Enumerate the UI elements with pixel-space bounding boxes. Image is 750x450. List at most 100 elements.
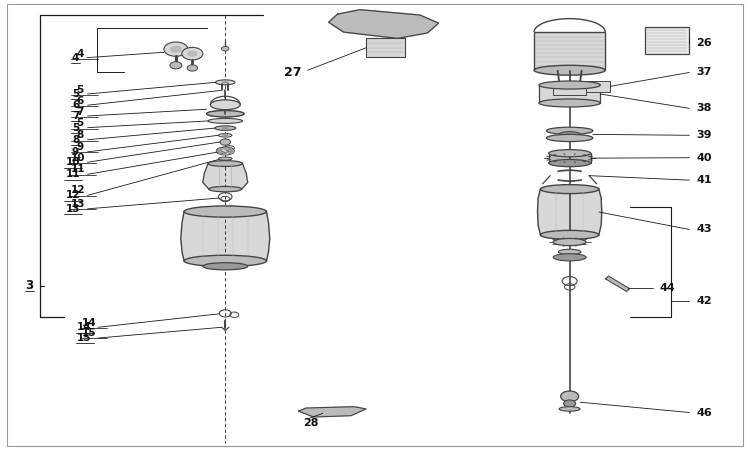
Ellipse shape [547, 127, 592, 135]
Text: 4: 4 [72, 53, 80, 63]
Circle shape [228, 148, 232, 150]
Text: 11: 11 [70, 164, 85, 174]
Text: 8: 8 [72, 135, 80, 145]
Ellipse shape [549, 150, 590, 157]
Polygon shape [181, 212, 270, 261]
Polygon shape [605, 276, 629, 292]
Text: 9: 9 [72, 147, 79, 157]
Ellipse shape [215, 80, 235, 85]
Circle shape [230, 150, 234, 152]
Ellipse shape [184, 206, 266, 217]
Ellipse shape [221, 81, 229, 83]
Text: 7: 7 [72, 111, 80, 121]
Bar [366, 38, 405, 57]
Ellipse shape [541, 230, 598, 239]
Ellipse shape [202, 263, 248, 270]
Ellipse shape [214, 126, 236, 130]
Ellipse shape [539, 81, 600, 89]
Circle shape [564, 400, 576, 407]
Text: 12: 12 [66, 190, 80, 200]
Text: 11: 11 [66, 169, 80, 179]
Text: 10: 10 [66, 157, 80, 167]
Ellipse shape [549, 159, 590, 166]
Ellipse shape [560, 132, 580, 137]
Ellipse shape [210, 100, 240, 110]
Text: 5: 5 [72, 89, 80, 99]
Text: 27: 27 [284, 66, 302, 79]
Text: 9: 9 [76, 142, 83, 152]
Text: 5: 5 [76, 118, 84, 128]
Circle shape [218, 152, 223, 154]
Text: 7: 7 [76, 107, 84, 117]
Circle shape [228, 152, 232, 154]
Ellipse shape [554, 238, 586, 246]
Ellipse shape [560, 407, 580, 411]
Circle shape [225, 146, 234, 151]
Circle shape [170, 62, 182, 69]
Text: 4: 4 [76, 49, 84, 58]
Text: 43: 43 [697, 225, 712, 234]
Circle shape [216, 148, 225, 153]
Text: 40: 40 [697, 153, 712, 163]
Text: 13: 13 [66, 204, 80, 214]
Text: 44: 44 [659, 283, 675, 293]
Text: 10: 10 [70, 153, 85, 163]
Circle shape [561, 391, 578, 402]
Ellipse shape [208, 118, 242, 123]
Ellipse shape [208, 161, 242, 166]
Ellipse shape [559, 249, 580, 255]
Text: 5: 5 [76, 85, 84, 94]
Text: 15: 15 [82, 328, 96, 338]
Bar [644, 27, 689, 54]
Circle shape [216, 150, 220, 152]
Text: 14: 14 [82, 318, 96, 328]
Ellipse shape [184, 255, 266, 266]
Bar [539, 85, 600, 103]
Circle shape [182, 47, 203, 60]
Text: 5: 5 [72, 123, 80, 133]
Text: 38: 38 [697, 104, 712, 113]
Ellipse shape [206, 111, 244, 117]
Circle shape [170, 45, 182, 53]
Ellipse shape [218, 134, 232, 137]
Polygon shape [298, 407, 366, 417]
Text: 3: 3 [25, 279, 33, 292]
Text: 41: 41 [697, 175, 712, 185]
Circle shape [218, 148, 223, 150]
Polygon shape [328, 9, 439, 38]
Ellipse shape [554, 254, 586, 261]
Text: 14: 14 [77, 322, 92, 332]
Bar [554, 87, 586, 95]
Text: 26: 26 [697, 38, 712, 48]
Text: 28: 28 [304, 418, 319, 428]
Circle shape [222, 134, 228, 137]
Ellipse shape [539, 99, 600, 107]
Circle shape [164, 42, 188, 56]
Bar [586, 81, 610, 92]
Bar [549, 153, 590, 163]
Text: 12: 12 [70, 185, 85, 195]
Circle shape [223, 147, 227, 150]
Text: 13: 13 [70, 199, 85, 209]
Text: 46: 46 [697, 408, 712, 418]
Ellipse shape [218, 157, 232, 160]
Ellipse shape [547, 135, 592, 142]
Ellipse shape [534, 65, 605, 75]
Circle shape [221, 46, 229, 51]
Text: 39: 39 [697, 130, 712, 140]
Ellipse shape [221, 127, 229, 129]
Text: 6: 6 [72, 100, 80, 110]
Text: 15: 15 [77, 333, 92, 343]
Text: 8: 8 [76, 130, 84, 140]
Text: 42: 42 [697, 296, 712, 306]
Circle shape [220, 139, 230, 145]
Polygon shape [202, 163, 248, 189]
Ellipse shape [209, 186, 242, 192]
Polygon shape [538, 189, 602, 235]
Text: 6: 6 [76, 96, 84, 106]
Circle shape [187, 50, 197, 57]
Ellipse shape [206, 111, 244, 117]
Ellipse shape [560, 132, 580, 137]
Circle shape [220, 147, 230, 152]
Bar [534, 32, 605, 70]
